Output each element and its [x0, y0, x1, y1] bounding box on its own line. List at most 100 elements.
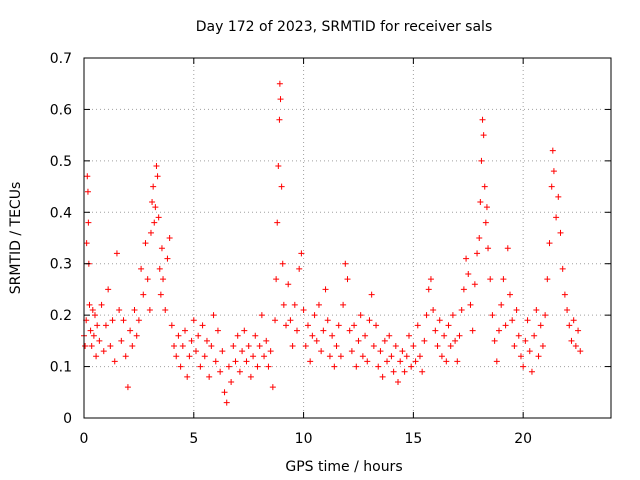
data-point [386, 332, 393, 339]
data-point [252, 332, 259, 339]
data-point [269, 384, 276, 391]
data-point [324, 317, 331, 324]
data-point [87, 327, 94, 334]
data-point [86, 301, 93, 308]
data-point [109, 317, 116, 324]
data-point [144, 276, 151, 283]
data-point [265, 363, 272, 370]
data-point [410, 343, 417, 349]
data-point [487, 276, 494, 283]
data-point [544, 276, 551, 283]
data-point [370, 343, 377, 349]
data-point [322, 286, 329, 293]
data-point [524, 317, 531, 324]
data-point [362, 332, 369, 339]
data-point [506, 291, 513, 298]
data-point [425, 286, 432, 293]
data-point [91, 312, 98, 319]
data-point [283, 322, 290, 329]
data-point [124, 384, 131, 391]
data-point [379, 373, 386, 380]
data-point [368, 291, 375, 298]
data-point [513, 307, 520, 313]
data-point [465, 271, 472, 277]
axis-ticks [83, 57, 611, 419]
data-point [309, 332, 316, 339]
data-point [234, 332, 241, 339]
data-point [105, 286, 112, 293]
data-point [548, 183, 555, 190]
data-point [342, 260, 349, 267]
data-point [241, 327, 248, 334]
data-point [245, 343, 252, 349]
data-point [509, 317, 516, 324]
data-point [155, 214, 162, 221]
data-point [254, 363, 261, 370]
data-point [550, 168, 557, 175]
data-point [474, 250, 481, 257]
data-point [94, 322, 101, 329]
y-tick-label: 0 [63, 411, 72, 427]
data-point [392, 343, 399, 349]
data-point [192, 348, 199, 355]
data-point [113, 250, 120, 257]
data-point [311, 312, 318, 319]
x-axis-label: GPS time / hours [285, 459, 402, 475]
data-point [98, 301, 105, 308]
data-point [570, 317, 577, 324]
data-point [300, 307, 307, 313]
data-point [182, 327, 189, 334]
data-point [221, 389, 228, 396]
data-point [421, 337, 428, 344]
y-tick-label: 0.6 [50, 102, 72, 118]
data-points [81, 80, 584, 406]
data-point [557, 229, 564, 236]
data-point [107, 343, 114, 349]
data-point [243, 358, 250, 365]
data-point [250, 353, 257, 360]
data-point [403, 353, 410, 360]
data-point [572, 343, 579, 349]
data-point [90, 332, 97, 339]
data-point [287, 317, 294, 324]
data-point [173, 353, 180, 360]
data-point [412, 358, 419, 365]
data-point [388, 353, 395, 360]
data-point [427, 276, 434, 283]
data-point [405, 332, 412, 339]
x-tick-label: 5 [189, 431, 198, 447]
data-point [135, 317, 142, 324]
data-point [175, 332, 182, 339]
data-point [454, 358, 461, 365]
data-point [331, 363, 338, 370]
data-point [296, 265, 303, 272]
data-point [171, 343, 178, 349]
data-point [432, 327, 439, 334]
data-point [179, 343, 186, 349]
data-point [140, 291, 147, 298]
data-point [158, 245, 165, 252]
plot-frame [83, 57, 612, 419]
data-point [381, 337, 388, 344]
data-point [395, 379, 402, 385]
data-point [313, 337, 320, 344]
data-point [156, 265, 163, 272]
data-point [480, 132, 487, 139]
y-tick-label: 0.4 [50, 205, 72, 221]
data-point [289, 343, 296, 349]
data-point [146, 307, 153, 313]
data-point [318, 348, 325, 355]
data-point [568, 337, 575, 344]
data-point [479, 116, 486, 123]
data-point [210, 312, 217, 319]
data-point [335, 322, 342, 329]
data-point [83, 240, 90, 247]
y-axis-label: SRMTID / TECUs [8, 182, 24, 295]
data-point [477, 199, 484, 205]
data-point [278, 183, 285, 190]
data-point [329, 332, 336, 339]
data-point [458, 307, 465, 313]
data-point [482, 219, 489, 226]
data-point [542, 312, 549, 319]
